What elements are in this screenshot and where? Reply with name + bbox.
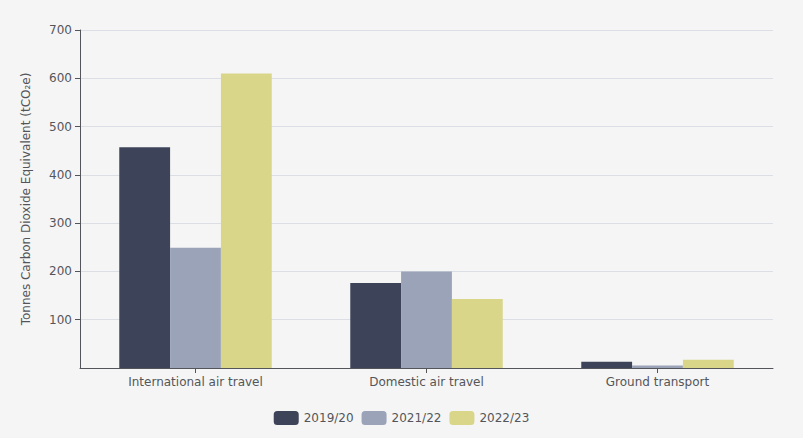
svg-text:Tonnes Carbon Dioxide Equivale: Tonnes Carbon Dioxide Equivalent (tCO₂e) — [19, 73, 33, 327]
svg-text:Domestic air travel: Domestic air travel — [369, 375, 484, 389]
svg-text:100: 100 — [49, 313, 72, 327]
svg-text:700: 700 — [49, 23, 72, 37]
svg-text:200: 200 — [49, 264, 72, 278]
svg-text:2019/20: 2019/20 — [304, 411, 354, 425]
svg-text:2021/22: 2021/22 — [392, 411, 442, 425]
svg-text:2022/23: 2022/23 — [479, 411, 529, 425]
svg-text:600: 600 — [49, 71, 72, 85]
svg-text:400: 400 — [49, 168, 72, 182]
svg-text:300: 300 — [49, 216, 72, 230]
svg-text:International air travel: International air travel — [128, 375, 263, 389]
svg-text:Ground transport: Ground transport — [606, 375, 710, 389]
svg-text:500: 500 — [49, 120, 72, 134]
